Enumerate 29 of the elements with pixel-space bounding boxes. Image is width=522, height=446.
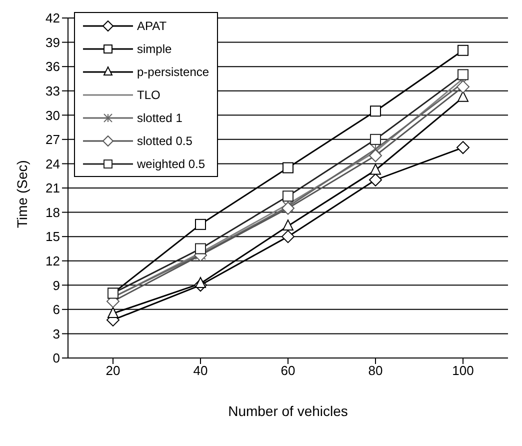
y-tick-label: 24 (46, 156, 60, 172)
x-axis-title: Number of vehicles (228, 403, 348, 419)
x-tick-label: 60 (280, 363, 296, 378)
y-tick-label: 33 (46, 83, 60, 98)
y-tick-label: 21 (46, 180, 60, 196)
legend-label: weighted 0.5 (137, 156, 206, 170)
y-tick-label: 0 (52, 350, 60, 366)
legend-label: slotted 0.5 (137, 134, 192, 148)
legend-label: TLO (137, 88, 160, 102)
legend-label: p-persistence (137, 64, 210, 78)
y-tick-label: 27 (46, 132, 60, 148)
y-tick-label: 18 (46, 204, 60, 220)
legend-label: slotted 1 (137, 110, 182, 124)
y-tick-label: 15 (46, 229, 60, 244)
y-tick-label: 30 (46, 108, 60, 123)
legend-label: simple (137, 42, 172, 56)
y-tick-label: 42 (46, 10, 60, 26)
x-tick-label: 40 (193, 363, 208, 378)
legend-label: APAT (137, 18, 167, 32)
y-tick-label: 3 (52, 326, 60, 342)
y-tick-label: 36 (46, 59, 60, 74)
x-tick-label: 80 (368, 363, 383, 378)
y-tick-label: 39 (46, 34, 60, 50)
x-tick-label: 20 (106, 363, 120, 378)
y-tick-label: 6 (52, 302, 60, 318)
x-tick-label: 100 (452, 363, 474, 378)
y-tick-label: 12 (46, 253, 60, 268)
y-axis-title: Time (Sec) (14, 160, 30, 228)
y-tick-label: 9 (52, 278, 60, 293)
